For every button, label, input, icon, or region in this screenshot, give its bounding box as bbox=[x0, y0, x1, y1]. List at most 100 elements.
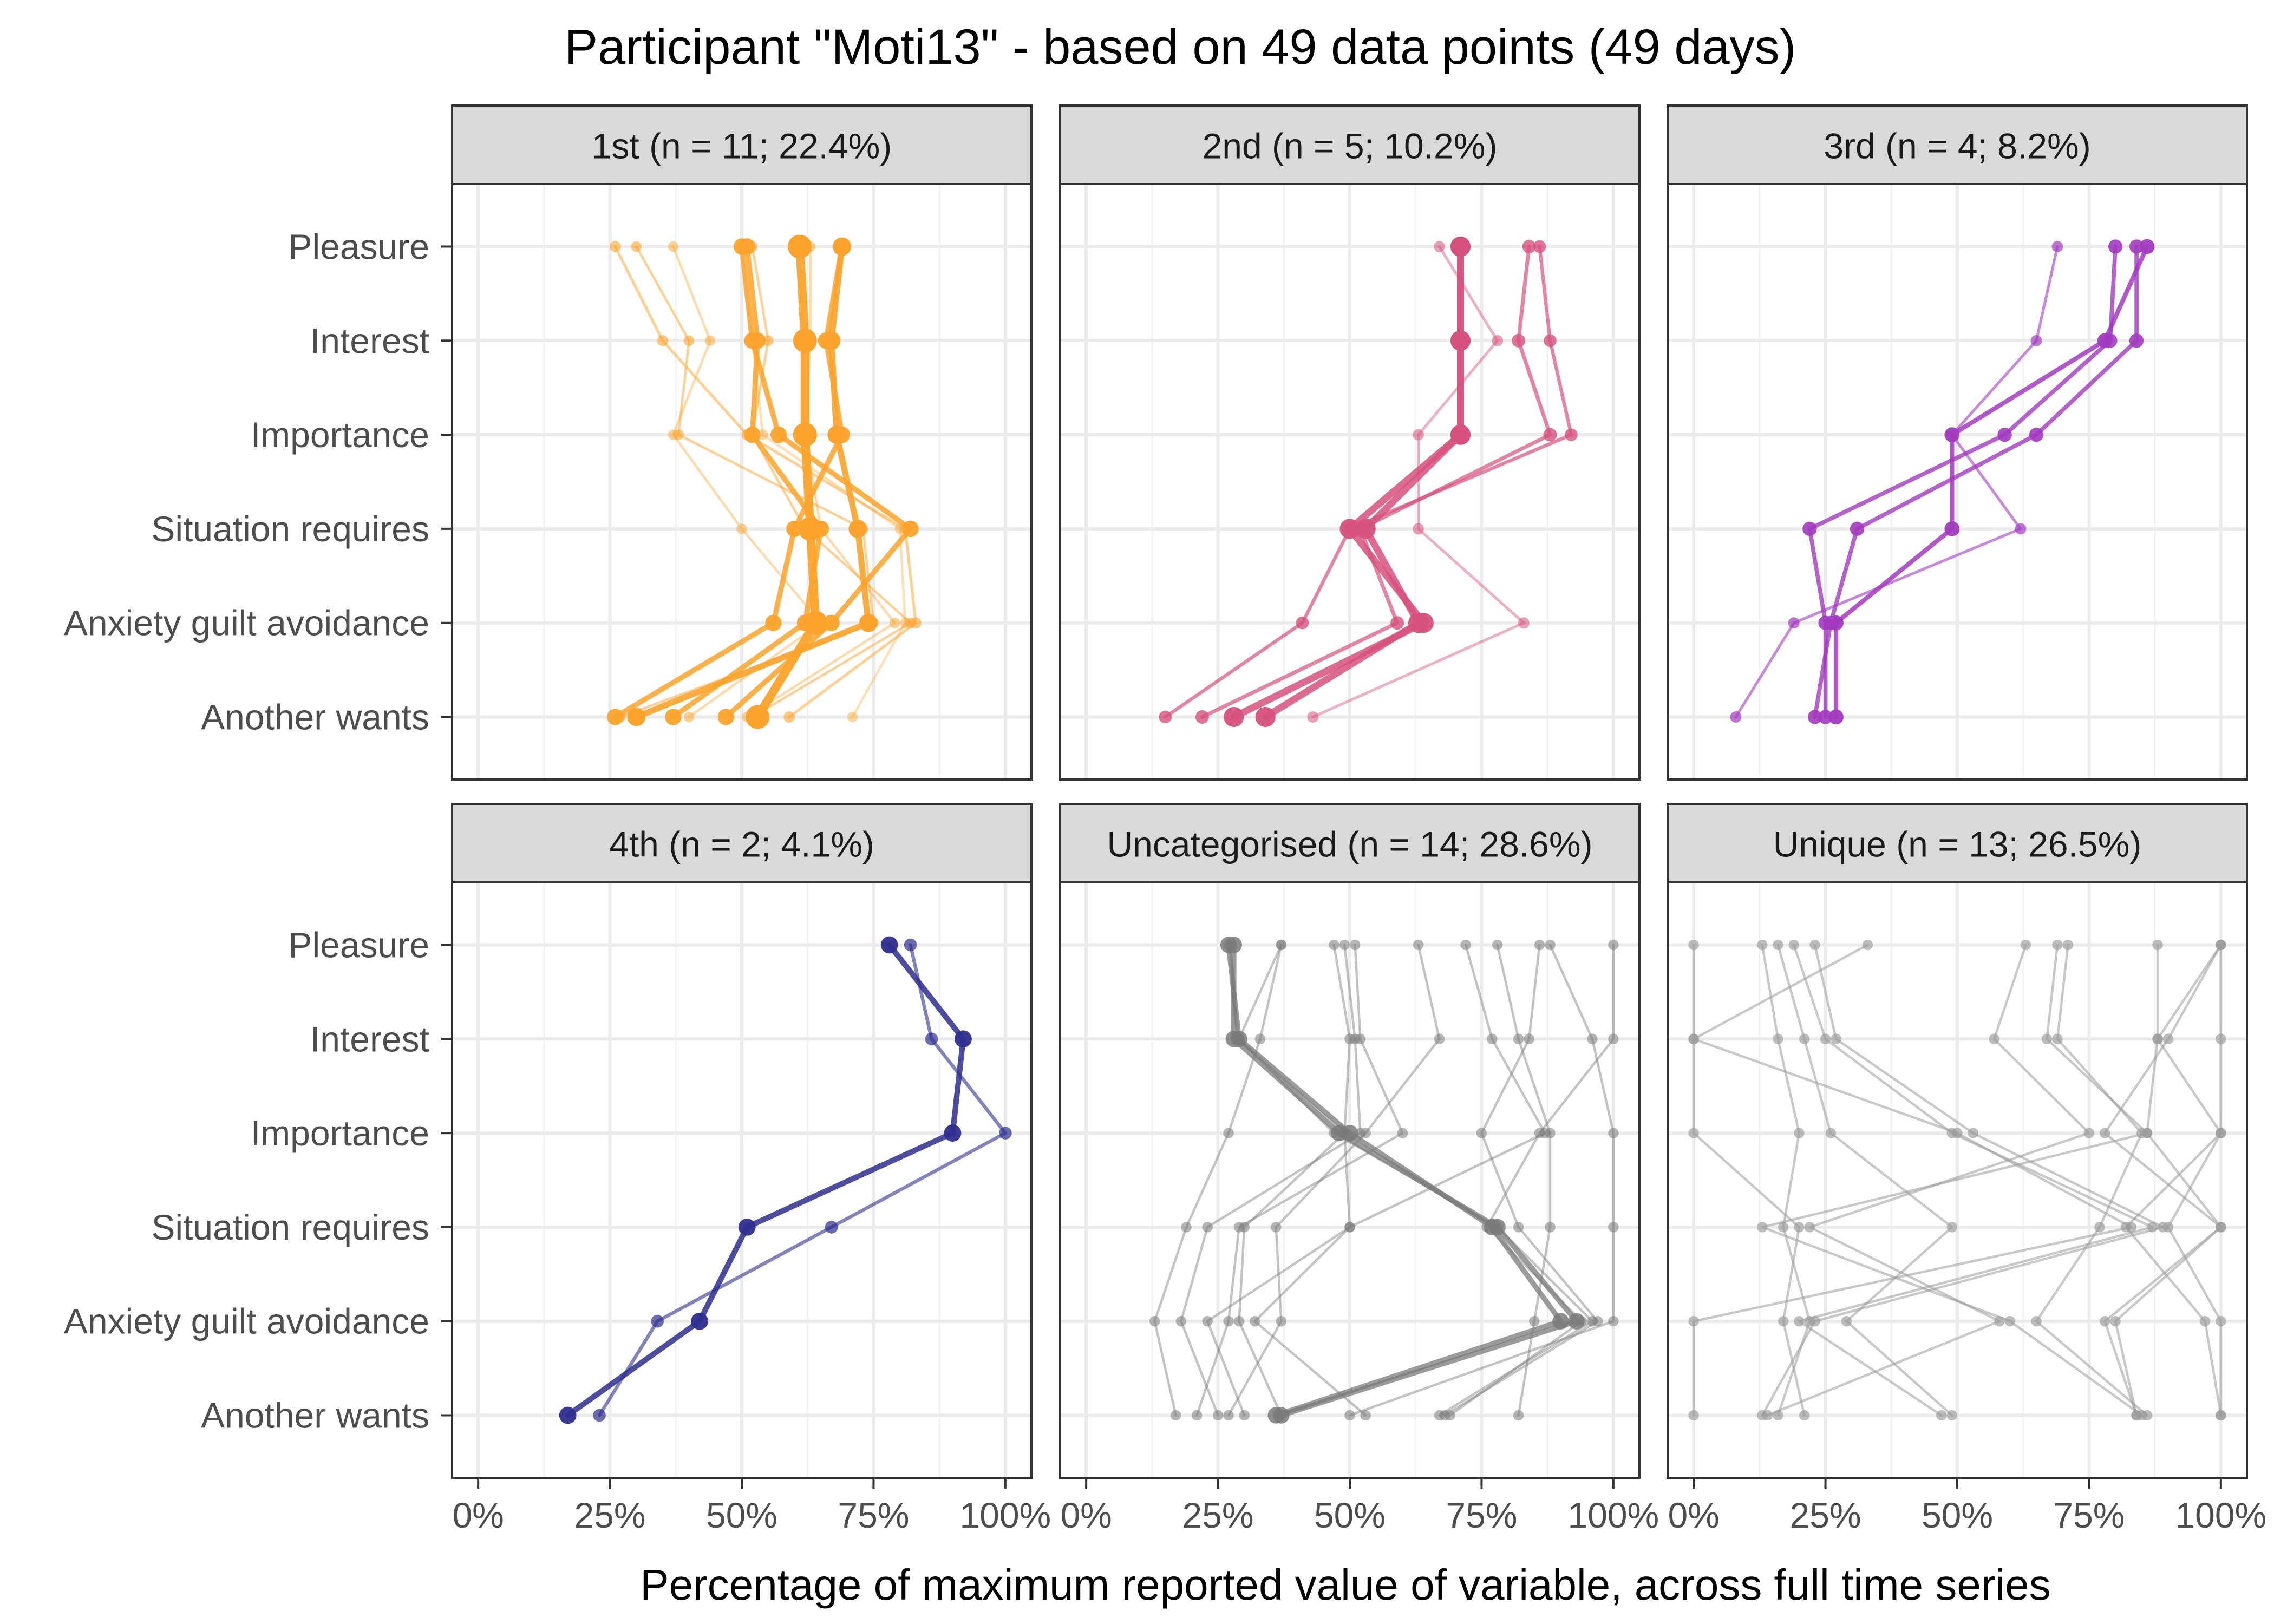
panel: 4th (n = 2; 4.1%) Pleasure Interest Importa… bbox=[64, 803, 1051, 1535]
series-line bbox=[597, 943, 1008, 1417]
data-point bbox=[1492, 335, 1504, 346]
facet-strip bbox=[1667, 104, 2248, 185]
x-tick-label: 25% bbox=[1790, 1495, 1861, 1535]
series-line bbox=[2103, 944, 2223, 1417]
data-point bbox=[847, 711, 858, 723]
data-point bbox=[1543, 428, 1557, 442]
facet-strip-label: 4th (n = 2; 4.1%) bbox=[609, 824, 874, 865]
data-point bbox=[1476, 1128, 1487, 1138]
data-point bbox=[2030, 335, 2042, 346]
data-point bbox=[904, 938, 917, 952]
data-point bbox=[1946, 1410, 1958, 1421]
panel: Unique (n = 13; 26.5%) 0% 25% 50% 75% 100% bbox=[1667, 803, 2266, 1535]
data-point bbox=[2062, 939, 2074, 951]
data-point bbox=[1518, 617, 1530, 629]
data-point bbox=[1492, 939, 1503, 951]
data-point bbox=[1944, 427, 1960, 442]
data-point bbox=[1587, 1315, 1598, 1327]
facet-strip bbox=[1059, 803, 1641, 883]
data-point bbox=[1804, 1222, 1815, 1233]
data-point bbox=[1756, 1222, 1768, 1233]
data-point bbox=[1513, 1222, 1524, 1233]
data-point bbox=[1778, 1315, 1789, 1327]
data-point bbox=[823, 614, 840, 631]
data-point bbox=[1608, 939, 1619, 951]
series-line bbox=[1692, 944, 2133, 1417]
x-tick-label: 50% bbox=[1314, 1495, 1386, 1535]
data-point bbox=[1339, 939, 1350, 951]
data-point bbox=[1522, 240, 1536, 253]
facet-strip bbox=[1667, 803, 2248, 883]
panel: 3rd (n = 4; 8.2%) bbox=[1667, 104, 2248, 781]
x-tick-label: 75% bbox=[2053, 1495, 2125, 1535]
data-point bbox=[1762, 1410, 1773, 1421]
data-point bbox=[1159, 710, 1172, 724]
series-line bbox=[1443, 944, 1599, 1417]
y-tick-label: Pleasure bbox=[289, 227, 430, 267]
series-line bbox=[565, 942, 966, 1418]
data-point bbox=[2041, 1033, 2053, 1045]
data-point bbox=[1512, 333, 1526, 348]
data-point bbox=[2216, 1315, 2226, 1327]
data-point bbox=[925, 1032, 938, 1046]
series-line bbox=[1180, 944, 1362, 1417]
data-point bbox=[848, 520, 867, 538]
data-point bbox=[1802, 521, 1817, 536]
data-point bbox=[1445, 1410, 1455, 1421]
data-point bbox=[1794, 1128, 1805, 1138]
data-point bbox=[1818, 710, 1833, 724]
data-point bbox=[1862, 939, 1873, 951]
data-point bbox=[2139, 239, 2155, 254]
x-tick-label: 25% bbox=[1182, 1495, 1254, 1535]
data-point bbox=[665, 709, 682, 725]
series-line bbox=[751, 245, 912, 718]
data-point bbox=[1952, 1128, 1963, 1138]
series-line bbox=[2114, 944, 2223, 1417]
x-tick-label: 50% bbox=[1922, 1495, 1993, 1535]
series-group bbox=[1688, 939, 2226, 1421]
data-point bbox=[1799, 1410, 1810, 1421]
data-point bbox=[1513, 1033, 1524, 1045]
panels: 1st (n = 11; 22.4%) Pleasure Interest Impor… bbox=[64, 104, 2266, 1535]
data-point bbox=[770, 426, 787, 443]
data-point bbox=[825, 1221, 838, 1234]
data-point bbox=[2162, 1222, 2174, 1233]
data-point bbox=[1450, 424, 1471, 445]
data-point bbox=[1850, 521, 1865, 536]
data-point bbox=[955, 1030, 972, 1048]
data-point bbox=[1224, 706, 1244, 728]
data-point bbox=[1545, 1222, 1556, 1233]
series-group bbox=[559, 936, 1012, 1424]
data-point bbox=[1434, 1410, 1445, 1421]
data-point bbox=[1997, 427, 2012, 442]
data-point bbox=[2097, 333, 2113, 349]
data-point bbox=[1989, 1033, 1999, 1045]
series-group bbox=[1159, 236, 1578, 728]
data-point bbox=[2152, 939, 2163, 951]
data-point bbox=[1360, 1128, 1371, 1138]
data-point bbox=[1450, 236, 1471, 257]
data-point bbox=[1481, 1222, 1492, 1233]
series-line bbox=[1761, 944, 2148, 1417]
data-point bbox=[1831, 1033, 1841, 1045]
data-point bbox=[1773, 939, 1783, 951]
y-tick-label: Situation requires bbox=[151, 509, 429, 549]
facet-strip-label: 3rd (n = 4; 8.2%) bbox=[1824, 126, 2090, 166]
data-point bbox=[2052, 1033, 2063, 1045]
data-point bbox=[1688, 1410, 1699, 1421]
data-point bbox=[2029, 427, 2044, 442]
facet-strip-label: 1st (n = 11; 22.4%) bbox=[592, 126, 892, 166]
data-point bbox=[1349, 939, 1361, 951]
series-line bbox=[1200, 244, 1552, 719]
series-line bbox=[1692, 944, 1806, 1417]
series-line bbox=[2167, 944, 2223, 1417]
data-point bbox=[668, 429, 679, 440]
data-point bbox=[1529, 1315, 1540, 1327]
data-point bbox=[1730, 711, 1742, 723]
data-point bbox=[691, 1312, 708, 1330]
series-line bbox=[613, 245, 917, 719]
data-point bbox=[1565, 428, 1578, 441]
series-line bbox=[1496, 944, 1552, 1417]
